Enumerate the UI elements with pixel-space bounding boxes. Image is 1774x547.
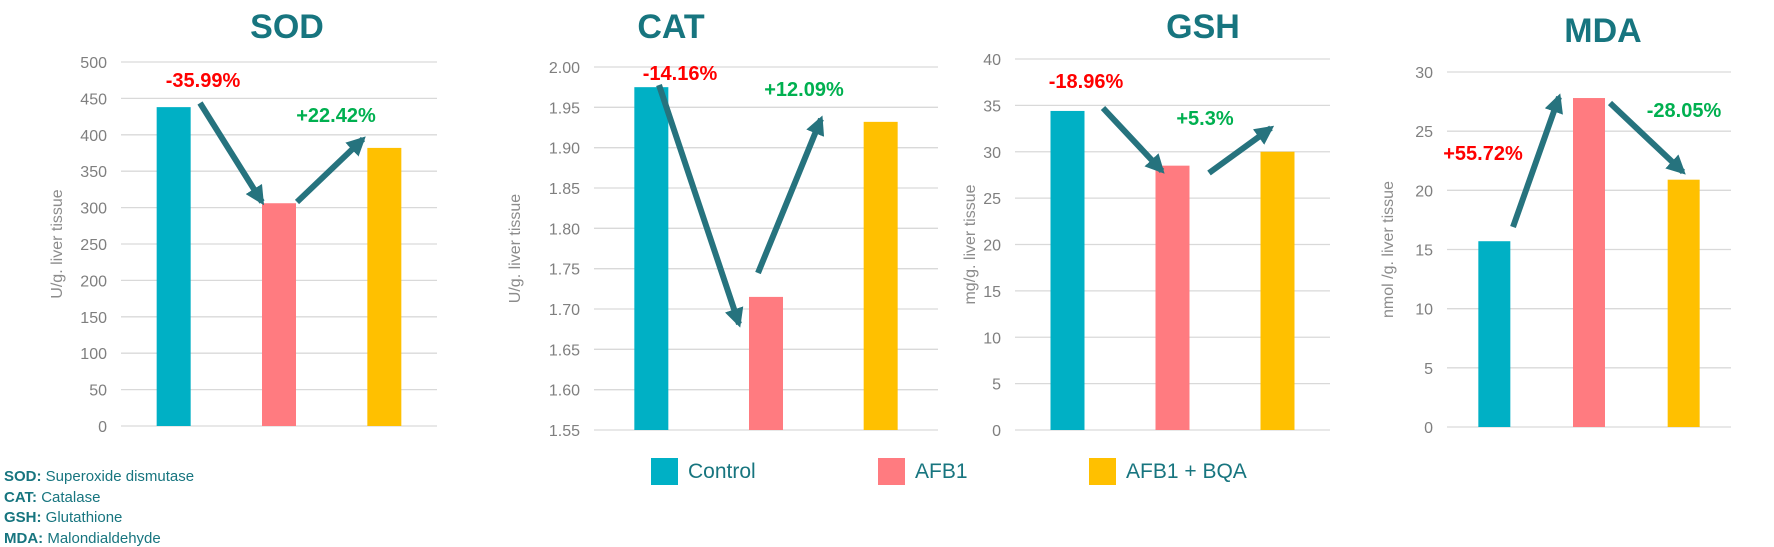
footnote-sod: SOD: Superoxide dismutase bbox=[4, 468, 194, 485]
cat-tick-label: 1.80 bbox=[549, 221, 580, 238]
legend-label-afb1: AFB1 bbox=[915, 459, 968, 483]
legend-swatch-afb1 bbox=[878, 458, 905, 485]
mda-bar-control bbox=[1478, 241, 1511, 427]
cat-tick-label: 1.60 bbox=[549, 383, 580, 400]
sod-tick-label: 0 bbox=[98, 419, 107, 436]
footnote-text: Catalase bbox=[41, 489, 101, 506]
sod-bar-afb1-bqa bbox=[367, 147, 402, 427]
gsh-change-label: +5.3% bbox=[1176, 108, 1233, 130]
sod-tick-label: 250 bbox=[80, 237, 107, 254]
gsh-tick-label: 25 bbox=[983, 191, 1001, 208]
mda-tick-label: 15 bbox=[1415, 243, 1433, 260]
sod-tick-label: 200 bbox=[80, 273, 107, 290]
cat-tick-label: 1.70 bbox=[549, 302, 580, 319]
footnote-abbr: SOD: bbox=[4, 468, 42, 485]
legend: Control bbox=[651, 458, 756, 485]
sod-arrow-2-icon bbox=[294, 136, 366, 205]
mda-tick-label: 25 bbox=[1415, 124, 1433, 141]
mda-y-axis-label: nmol /g. liver tissue bbox=[1380, 181, 1397, 318]
footnote-text: Glutathione bbox=[45, 509, 123, 526]
legend-label-afb1-bqa: AFB1 + BQA bbox=[1126, 459, 1247, 483]
cat-tick-label: 1.85 bbox=[549, 181, 580, 198]
cat-y-axis-label: U/g. liver tissue bbox=[507, 194, 524, 303]
gsh-bar-afb1 bbox=[1155, 165, 1190, 430]
cat-bar-afb1-bqa bbox=[863, 121, 898, 430]
gsh-tick-label: 40 bbox=[983, 52, 1001, 69]
gsh-tick-label: 0 bbox=[992, 423, 1001, 440]
gsh-arrow-2-icon bbox=[1207, 125, 1275, 176]
gsh-tick-label: 10 bbox=[983, 330, 1001, 347]
gsh-y-axis-label: mg/g. liver tissue bbox=[962, 184, 979, 304]
footnote-text: Superoxide dismutase bbox=[45, 468, 195, 485]
mda-change-label: +55.72% bbox=[1443, 143, 1523, 165]
cat-tick-label: 1.90 bbox=[549, 141, 580, 158]
sod-bar-control bbox=[156, 107, 191, 427]
cat-bar-afb1 bbox=[749, 296, 783, 430]
gsh-tick-label: 20 bbox=[983, 238, 1001, 255]
gsh-tick-label: 15 bbox=[983, 284, 1001, 301]
sod-tick-label: 100 bbox=[80, 346, 107, 363]
sod-change-label: -35.99% bbox=[166, 70, 241, 92]
gsh-change-label: -18.96% bbox=[1049, 71, 1124, 93]
cat-tick-label: 1.95 bbox=[549, 100, 580, 117]
footnote-abbr: CAT: bbox=[4, 489, 38, 506]
mda-tick-label: 30 bbox=[1415, 65, 1433, 82]
mda-bar-afb1 bbox=[1573, 98, 1605, 428]
sod-y-axis-label: U/g. liver tissue bbox=[49, 189, 66, 298]
cat-title: CAT bbox=[637, 8, 705, 46]
cat-tick-label: 1.55 bbox=[549, 423, 580, 440]
gsh-bar-afb1-bqa bbox=[1260, 151, 1295, 430]
gsh-title: GSH bbox=[1166, 8, 1240, 46]
gsh-tick-label: 35 bbox=[983, 98, 1001, 115]
mda-tick-label: 20 bbox=[1415, 183, 1433, 200]
sod-tick-label: 400 bbox=[80, 128, 107, 145]
footnote-text: Malondialdehyde bbox=[47, 530, 161, 547]
legend: AFB1 bbox=[878, 458, 968, 485]
footnote-abbr: MDA: bbox=[4, 530, 44, 547]
cat-change-label: -14.16% bbox=[643, 63, 718, 85]
sod-change-label: +22.42% bbox=[296, 105, 376, 127]
cat-arrow-1-icon bbox=[656, 84, 744, 328]
mda-tick-label: 0 bbox=[1424, 420, 1433, 437]
cat-arrow-2-icon bbox=[755, 115, 825, 275]
sod-tick-label: 500 bbox=[80, 55, 107, 72]
sod-tick-label: 300 bbox=[80, 201, 107, 218]
sod-tick-label: 150 bbox=[80, 310, 107, 327]
cat-tick-label: 1.65 bbox=[549, 342, 580, 359]
sod-arrow-1-icon bbox=[197, 101, 265, 206]
legend: AFB1 + BQA bbox=[1089, 458, 1247, 485]
legend-swatch-control bbox=[651, 458, 678, 485]
sod-bar-afb1 bbox=[262, 203, 296, 426]
gsh-tick-label: 30 bbox=[983, 145, 1001, 162]
mda-tick-label: 10 bbox=[1415, 302, 1433, 319]
mda-arrow-1-icon bbox=[1510, 93, 1563, 229]
footnote-cat: CAT: Catalase bbox=[4, 489, 100, 506]
gsh-tick-label: 5 bbox=[992, 377, 1001, 394]
mda-title: MDA bbox=[1564, 12, 1641, 50]
cat-bar-control bbox=[634, 87, 669, 431]
sod-tick-label: 350 bbox=[80, 164, 107, 181]
footnote-mda: MDA: Malondialdehyde bbox=[4, 530, 161, 547]
sod-title: SOD bbox=[250, 8, 324, 46]
footnote-gsh: GSH: Glutathione bbox=[4, 509, 122, 526]
mda-arrow-2-icon bbox=[1607, 100, 1686, 175]
gsh-bar-control bbox=[1050, 110, 1085, 430]
sod-tick-label: 450 bbox=[80, 91, 107, 108]
mda-change-label: -28.05% bbox=[1647, 100, 1722, 122]
cat-change-label: +12.09% bbox=[764, 79, 844, 101]
sod-tick-label: 50 bbox=[89, 383, 107, 400]
mda-bar-afb1-bqa bbox=[1667, 179, 1700, 427]
legend-swatch-afb1-bqa bbox=[1089, 458, 1116, 485]
gsh-arrow-1-icon bbox=[1100, 105, 1165, 174]
legend-label-control: Control bbox=[688, 459, 756, 483]
cat-tick-label: 2.00 bbox=[549, 60, 580, 77]
mda-tick-label: 5 bbox=[1424, 361, 1433, 378]
footnote-abbr: GSH: bbox=[4, 509, 42, 526]
cat-tick-label: 1.75 bbox=[549, 262, 580, 279]
